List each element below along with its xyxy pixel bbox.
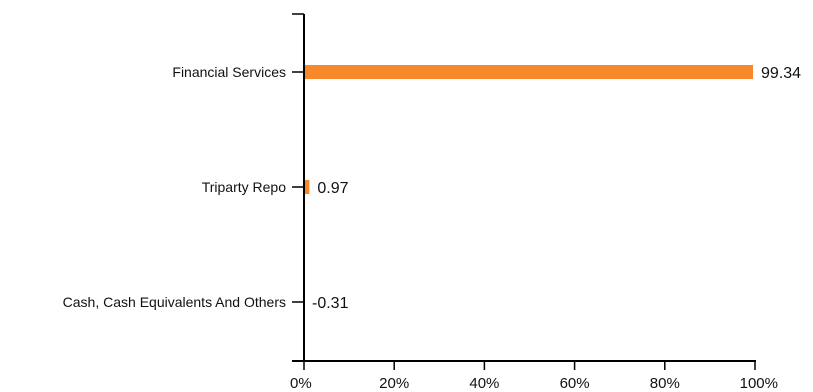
x-tick-label: 20% (379, 375, 409, 392)
value-label: 99.34 (761, 65, 801, 82)
category-label: Triparty Repo (202, 179, 287, 195)
category-label: Financial Services (172, 64, 286, 80)
value-label: 0.97 (317, 180, 348, 197)
x-tick-label: 60% (560, 375, 590, 392)
bars-group: 99.34 0.97 -0.31 (305, 65, 801, 312)
x-tick-label: 100% (740, 375, 778, 392)
x-tick-label: 80% (650, 375, 680, 392)
value-label: -0.31 (312, 295, 349, 312)
category-ticks-group: Financial Services Triparty Repo Cash, Cas… (63, 13, 304, 310)
bar (305, 180, 310, 194)
category-label: Cash, Cash Equivalents And Others (63, 294, 286, 310)
x-ticks-group: 0% 20% 40% 60% 80% 100% (290, 361, 778, 392)
x-tick-label: 40% (469, 375, 499, 392)
bar (305, 65, 754, 79)
x-tick-label: 0% (290, 375, 312, 392)
